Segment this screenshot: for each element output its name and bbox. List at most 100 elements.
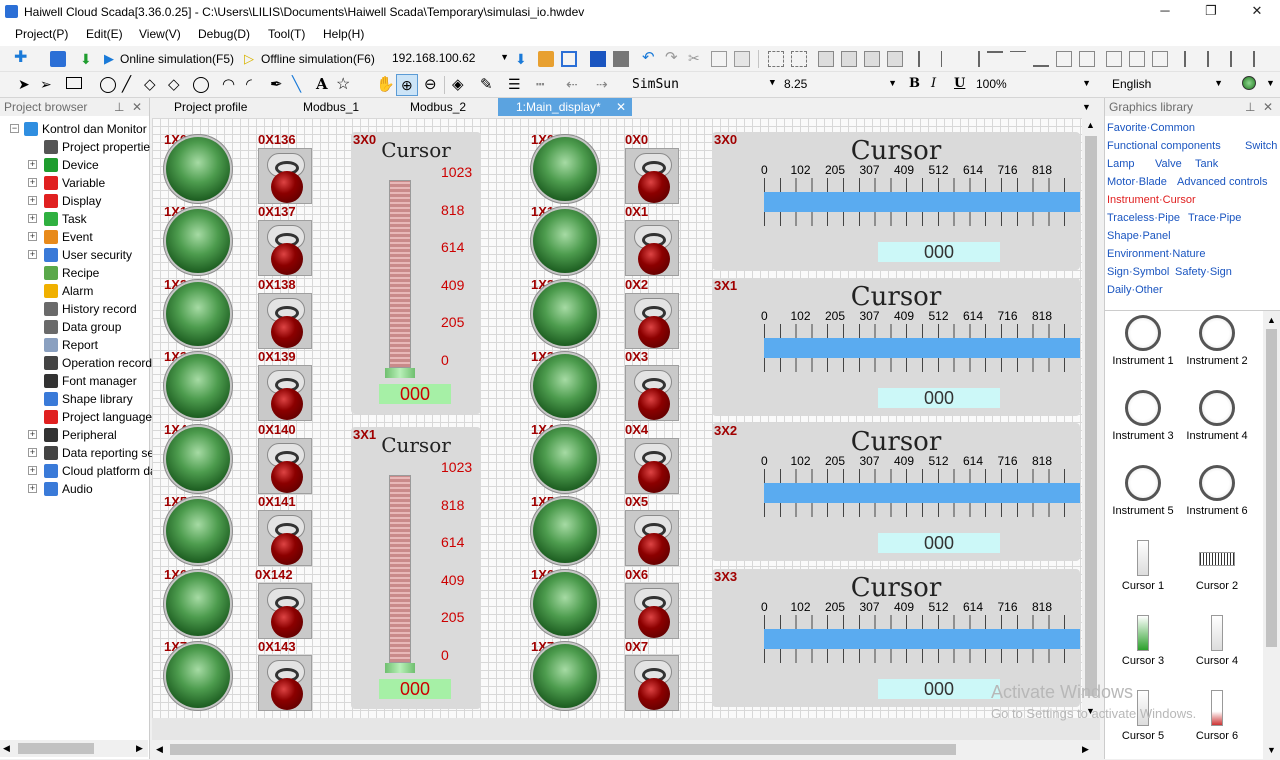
tree-item[interactable]: Peripheral: [44, 426, 154, 444]
toggle-switch[interactable]: [625, 583, 679, 639]
library-category[interactable]: Trace·Pipe: [1188, 212, 1242, 224]
align-right-icon[interactable]: [964, 51, 980, 67]
diamond-icon[interactable]: ◇: [144, 76, 156, 93]
italic-button[interactable]: I: [931, 76, 937, 91]
menu-view[interactable]: View(V): [139, 27, 181, 41]
select-icon[interactable]: ➢: [40, 76, 52, 92]
library-item[interactable]: Cursor 5: [1103, 690, 1183, 742]
underline-button[interactable]: U: [954, 76, 966, 91]
library-category[interactable]: Safety·Sign: [1175, 266, 1232, 278]
tree-item[interactable]: Shape library: [44, 390, 154, 408]
library-category[interactable]: Tank: [1195, 158, 1219, 170]
expand-icon[interactable]: +: [28, 231, 37, 241]
tab-modbus-1[interactable]: Modbus_1: [303, 100, 360, 114]
library-category[interactable]: Shape·Panel: [1107, 230, 1171, 242]
library-item[interactable]: Instrument 4: [1177, 390, 1257, 442]
scroll-down-icon[interactable]: ▼: [1086, 706, 1095, 716]
star-icon[interactable]: ☆: [336, 76, 351, 93]
tree-item[interactable]: History record: [44, 300, 154, 318]
compile-icon[interactable]: [538, 51, 554, 67]
library-item[interactable]: Cursor 6: [1177, 690, 1257, 742]
tree-item[interactable]: Project language: [44, 408, 154, 426]
scrollbar-thumb[interactable]: [1266, 329, 1277, 647]
tree-item[interactable]: Device: [44, 156, 154, 174]
arrow-end-icon[interactable]: ⇢: [596, 76, 608, 92]
line-style-icon[interactable]: ┅: [536, 76, 545, 92]
upload-icon[interactable]: ⬇: [515, 51, 527, 67]
indicator-lamp[interactable]: [533, 354, 597, 418]
distribute-v-icon[interactable]: [1079, 51, 1095, 67]
scroll-left-icon[interactable]: ◀: [3, 743, 10, 753]
library-category[interactable]: Traceless·Pipe: [1107, 212, 1180, 224]
pointer-icon[interactable]: ➤: [18, 76, 30, 92]
align-bottom-icon[interactable]: [1033, 51, 1049, 67]
zoom-select[interactable]: 100% ▼: [972, 75, 1094, 95]
tree-item[interactable]: Report: [44, 336, 154, 354]
rotate-icon[interactable]: [1230, 51, 1246, 67]
toggle-switch[interactable]: [625, 293, 679, 349]
tree-item[interactable]: Font manager: [44, 372, 154, 390]
pen-icon[interactable]: ✒: [270, 76, 283, 93]
curve-icon[interactable]: ◜: [246, 76, 252, 93]
minimize-button[interactable]: ─: [1160, 3, 1170, 18]
library-item[interactable]: Cursor 1: [1103, 540, 1183, 592]
same-height-icon[interactable]: [1129, 51, 1145, 67]
scroll-up-icon[interactable]: ▲: [1267, 315, 1276, 325]
library-category[interactable]: Motor·Blade: [1107, 176, 1167, 188]
zoom-in-button[interactable]: ⊕: [396, 74, 418, 96]
font-size-select[interactable]: 8.25 ▼: [780, 75, 900, 95]
offline-simulation-button[interactable]: Offline simulation(F6): [261, 52, 375, 66]
copy-icon[interactable]: [711, 51, 727, 67]
tab-main-display[interactable]: 1:Main_display* ✕: [498, 98, 632, 116]
cursor-thumb[interactable]: [385, 663, 415, 673]
toggle-switch[interactable]: [258, 438, 312, 494]
expand-icon[interactable]: +: [28, 177, 37, 187]
toggle-switch[interactable]: [258, 655, 312, 711]
scrollbar-thumb[interactable]: [18, 743, 94, 754]
indicator-lamp[interactable]: [533, 427, 597, 491]
expand-icon[interactable]: +: [28, 159, 37, 169]
vertical-cursor[interactable]: Cursor 1023 818 614 409 205 0 000: [351, 427, 481, 709]
distribute-h-icon[interactable]: [1056, 51, 1072, 67]
align-middle-icon[interactable]: [1010, 51, 1026, 67]
library-category[interactable]: Valve: [1155, 158, 1182, 170]
tree-item[interactable]: Audio: [44, 480, 154, 498]
download-icon[interactable]: ⬇: [80, 51, 92, 67]
align-center-icon[interactable]: [941, 51, 957, 67]
toggle-switch[interactable]: [625, 365, 679, 421]
toggle-switch[interactable]: [625, 510, 679, 566]
library-category[interactable]: Switch: [1245, 140, 1278, 152]
tree-item[interactable]: Cloud platform da: [44, 462, 157, 480]
close-icon[interactable]: ✕: [1263, 100, 1274, 114]
scrollbar-thumb[interactable]: [1085, 136, 1097, 696]
menu-edit[interactable]: Edit(E): [86, 27, 123, 41]
text-icon[interactable]: A: [316, 75, 328, 93]
line-width-icon[interactable]: ☰: [508, 76, 521, 92]
rotate-right-icon[interactable]: [1253, 51, 1269, 67]
flip-v-icon[interactable]: [1207, 51, 1223, 67]
tree-item[interactable]: Operation record: [44, 354, 154, 372]
pin-icon[interactable]: ⊥: [114, 100, 125, 114]
menu-help[interactable]: Help(H): [323, 27, 365, 41]
screen-icon[interactable]: [613, 51, 629, 67]
tab-project-profile[interactable]: Project profile: [174, 100, 248, 114]
circle-icon[interactable]: [100, 77, 116, 93]
align-top-icon[interactable]: [987, 51, 1003, 67]
rectangle-icon[interactable]: [66, 77, 82, 89]
status-lamp-icon[interactable]: [1242, 76, 1256, 90]
cursor-thumb[interactable]: [385, 368, 415, 378]
menu-debug[interactable]: Debug(D): [198, 27, 251, 41]
indicator-lamp[interactable]: [166, 427, 230, 491]
transfer-icon[interactable]: [561, 51, 577, 67]
tab-list-icon[interactable]: ▼: [1082, 102, 1091, 112]
horizontal-scrollbar[interactable]: ◀ ▶: [0, 740, 148, 757]
indicator-lamp[interactable]: [533, 572, 597, 636]
tab-modbus-2[interactable]: Modbus_2: [410, 100, 467, 114]
zoom-out-icon[interactable]: ⊖: [424, 76, 437, 93]
tree-item[interactable]: User security: [44, 246, 154, 264]
library-item[interactable]: Cursor 3: [1103, 615, 1183, 667]
align-left-icon[interactable]: [918, 51, 934, 67]
bold-button[interactable]: B: [909, 76, 920, 91]
hand-icon[interactable]: ✋: [376, 76, 395, 93]
cut-icon[interactable]: ✂: [688, 50, 700, 66]
